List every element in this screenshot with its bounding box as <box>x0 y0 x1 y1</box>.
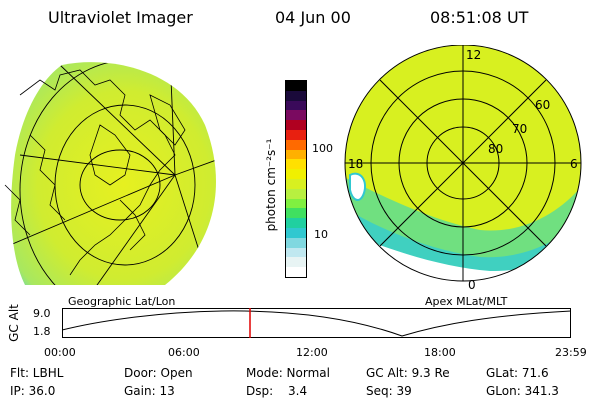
filter-readout: Flt: LBHL <box>10 366 64 380</box>
dsp-label: Dsp: <box>246 384 274 398</box>
timeline-xtick-0600: 06:00 <box>168 346 200 359</box>
mode-readout: Mode: Normal <box>246 366 330 380</box>
intensity-colorbar <box>285 80 307 278</box>
colorbar-segment <box>286 188 306 199</box>
colorbar-segment <box>286 257 306 268</box>
timeline-xtick-2359: 23:59 <box>555 346 587 359</box>
colorbar-segment <box>286 169 306 179</box>
colorbar-segment <box>286 227 306 238</box>
mlat-grid <box>344 45 582 282</box>
colorbar-segment <box>286 149 306 160</box>
colorbar-segment <box>286 267 306 277</box>
door-readout: Door: Open <box>124 366 193 380</box>
altitude-timeline[interactable] <box>62 308 572 340</box>
glon-readout: GLon: 341.3 <box>486 384 559 398</box>
colorbar-segment <box>286 198 306 209</box>
colorbar-segment <box>286 129 306 140</box>
gain-readout: Gain: 13 <box>124 384 175 398</box>
ip-readout: IP: 36.0 <box>10 384 56 398</box>
colorbar-segment <box>286 208 306 219</box>
colorbar-unit-label: photon cm⁻²s⁻¹ <box>264 138 278 232</box>
colorbar-segment <box>286 90 306 101</box>
dsp-value: 3.4 <box>288 384 308 398</box>
mlt-label-6: 6 <box>570 157 578 171</box>
mlat-label-80: 80 <box>488 142 503 156</box>
timeline-axis-title: GC Alt <box>7 304 21 342</box>
mlt-label-12: 12 <box>466 48 481 62</box>
mlat-label-60: 60 <box>535 98 550 112</box>
date-readout: 04 Jun 00 <box>275 8 351 27</box>
lat-lon-grid <box>11 62 216 286</box>
colorbar-segment <box>286 81 306 91</box>
timeline-ytick-9: 9.0 <box>33 307 51 320</box>
timeline-xtick-1800: 18:00 <box>424 346 456 359</box>
mlat-label-70: 70 <box>512 122 527 136</box>
glat-readout: GLat: 71.6 <box>486 366 549 380</box>
auroral-image-magnetic <box>345 45 581 281</box>
colorbar-segment <box>286 237 306 248</box>
colorbar-segment <box>286 100 306 111</box>
seq-readout: Seq: 39 <box>366 384 412 398</box>
colorbar-segment <box>286 247 306 258</box>
colorbar-segment <box>286 218 306 228</box>
coastline-outlines <box>4 69 186 276</box>
timeline-ytick-1.8: 1.8 <box>33 325 51 338</box>
timeline-xtick-0000: 00:00 <box>44 346 76 359</box>
colorbar-tick-100: 100 <box>312 142 333 155</box>
colorbar-segment <box>286 120 306 130</box>
timeline-xtick-1200: 12:00 <box>296 346 328 359</box>
geographic-caption: Geographic Lat/Lon <box>68 295 176 308</box>
mlt-label-18: 18 <box>348 157 363 171</box>
instrument-title: Ultraviolet Imager <box>48 8 193 27</box>
gc-alt-readout: GC Alt: 9.3 Re <box>366 366 450 380</box>
colorbar-tick-10: 10 <box>314 228 328 241</box>
magnetic-caption: Apex MLat/MLT <box>425 295 508 308</box>
auroral-image-geographic <box>11 62 216 285</box>
colorbar-segment <box>286 110 306 121</box>
gc-altitude-curve <box>62 310 572 337</box>
colorbar-segment <box>286 159 306 170</box>
mlt-label-0: 0 <box>468 278 476 292</box>
geographic-image-panel <box>4 62 216 286</box>
colorbar-segment <box>286 178 306 189</box>
magnetic-polar-panel: 12 18 6 0 60 70 80 <box>344 45 582 292</box>
time-readout: 08:51:08 UT <box>430 8 529 27</box>
colorbar-segment <box>286 139 306 150</box>
